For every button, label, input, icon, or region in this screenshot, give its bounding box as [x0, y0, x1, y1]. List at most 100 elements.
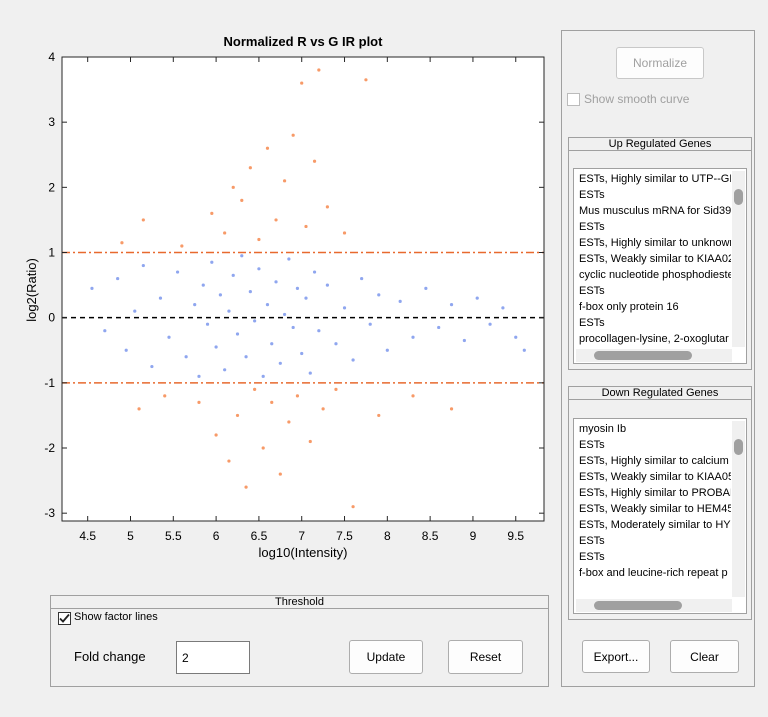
- data-point: [270, 342, 274, 346]
- data-point: [291, 325, 295, 330]
- data-point: [141, 218, 145, 222]
- plot-area: Normalized R vs G IR plot log10(Intensit…: [24, 34, 545, 560]
- data-point: [364, 78, 368, 82]
- y-tick-label: 3: [48, 115, 55, 129]
- list-item[interactable]: ESTs, Moderately similar to HYF: [579, 519, 731, 531]
- list-item[interactable]: ESTs: [579, 285, 605, 297]
- list-item[interactable]: ESTs: [579, 317, 605, 329]
- data-point: [411, 394, 415, 398]
- list-item[interactable]: ESTs, Highly similar to UTP--GL: [579, 173, 731, 185]
- list-item[interactable]: ESTs, Highly similar to unknown: [579, 237, 731, 249]
- data-point: [197, 400, 201, 404]
- data-point: [308, 439, 312, 444]
- list-item[interactable]: f-box only protein 16: [579, 301, 679, 313]
- data-point: [475, 296, 479, 300]
- data-point: [312, 159, 317, 163]
- x-axis-label: log10(Intensity): [259, 545, 348, 560]
- list-item[interactable]: ESTs: [579, 551, 605, 563]
- data-point: [334, 342, 338, 346]
- data-point: [90, 286, 94, 290]
- data-point: [368, 322, 372, 326]
- list-item[interactable]: ESTs, Weakly similar to KIAA02: [579, 253, 731, 265]
- data-point: [351, 505, 355, 509]
- list-item[interactable]: ESTs, Highly similar to calcium: [579, 455, 729, 467]
- data-point: [449, 303, 454, 307]
- x-tick-label: 6.5: [251, 529, 268, 543]
- data-point: [163, 394, 167, 398]
- data-point: [334, 387, 338, 391]
- data-point: [235, 413, 240, 418]
- export-button[interactable]: Export...: [582, 640, 650, 673]
- list-item[interactable]: ESTs: [579, 439, 605, 451]
- list-item[interactable]: ESTs, Weakly similar to HEM45: [579, 503, 731, 515]
- y-axis-label: log2(Ratio): [24, 258, 39, 322]
- axes-background: [62, 57, 544, 521]
- data-point: [240, 198, 244, 202]
- clear-button[interactable]: Clear: [670, 640, 739, 673]
- v-scrollbar[interactable]: [732, 171, 745, 347]
- data-point: [180, 244, 184, 248]
- data-point: [317, 68, 321, 72]
- data-point: [274, 218, 278, 222]
- data-point: [197, 374, 201, 378]
- list-item[interactable]: ESTs: [579, 535, 605, 547]
- list-item[interactable]: ESTs, Highly similar to PROBAE: [579, 487, 731, 499]
- data-point: [514, 335, 518, 339]
- data-point: [158, 296, 163, 300]
- y-tick-label: -1: [44, 376, 55, 390]
- h-scrollbar[interactable]: [576, 349, 732, 362]
- v-scrollbar[interactable]: [732, 421, 745, 597]
- y-tick-label: 2: [48, 180, 55, 194]
- data-point: [342, 231, 347, 235]
- update-button[interactable]: Update: [349, 640, 423, 674]
- data-point: [278, 472, 282, 476]
- data-point: [270, 400, 274, 404]
- data-point: [282, 179, 287, 183]
- list-item[interactable]: myosin Ib: [579, 423, 627, 435]
- data-point: [261, 446, 265, 450]
- data-point: [312, 270, 317, 274]
- down-list[interactable]: myosin Ib ESTs ESTs, Highly similar to cal…: [573, 418, 747, 614]
- list-item[interactable]: f-box and leucine-rich repeat p: [579, 567, 728, 579]
- up-list[interactable]: ESTs, Highly similar to UTP--GL ESTs Mus m…: [573, 168, 747, 364]
- reset-button[interactable]: Reset: [448, 640, 523, 674]
- x-tick-label: 6: [213, 529, 220, 543]
- factor-lines-checkbox[interactable]: [58, 612, 71, 625]
- data-point: [274, 280, 278, 284]
- data-point: [265, 146, 270, 150]
- list-item[interactable]: ESTs: [579, 221, 605, 233]
- h-scrollbar[interactable]: [576, 599, 732, 612]
- data-point: [325, 283, 329, 287]
- data-point: [167, 335, 171, 339]
- list-item[interactable]: cyclic nucleotide phosphodieste: [579, 269, 731, 281]
- data-point: [385, 348, 389, 352]
- data-point: [210, 211, 214, 216]
- data-point: [231, 185, 235, 189]
- data-point: [231, 273, 235, 277]
- data-point: [449, 407, 454, 411]
- data-point: [235, 332, 240, 336]
- data-point: [522, 348, 526, 352]
- data-point: [248, 166, 252, 170]
- y-tick-label: -3: [44, 506, 55, 520]
- data-point: [150, 364, 154, 369]
- x-tick-label: 8.5: [422, 529, 439, 543]
- list-item[interactable]: ESTs: [579, 189, 605, 201]
- data-point: [300, 351, 304, 356]
- control-panel: [561, 30, 755, 687]
- fold-change-input[interactable]: 2: [176, 641, 250, 674]
- data-point: [205, 322, 210, 326]
- data-point: [377, 413, 381, 418]
- smooth-curve-label: Show smooth curve: [584, 92, 690, 106]
- data-point: [287, 257, 291, 261]
- data-point: [304, 224, 308, 229]
- data-point: [240, 254, 244, 258]
- fold-change-label: Fold change: [74, 649, 146, 664]
- data-point: [377, 293, 381, 297]
- list-item[interactable]: Mus musculus mRNA for Sid394: [579, 205, 731, 217]
- list-item[interactable]: ESTs, Weakly similar to KIAA05: [579, 471, 731, 483]
- data-point: [411, 335, 415, 339]
- data-point: [223, 231, 227, 235]
- list-item[interactable]: procollagen-lysine, 2-oxoglutar: [579, 333, 729, 345]
